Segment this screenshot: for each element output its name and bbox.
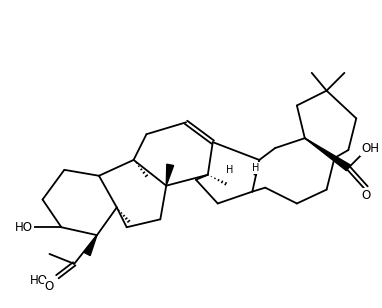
Text: H: H bbox=[252, 163, 259, 173]
Text: O: O bbox=[361, 189, 371, 202]
Text: H: H bbox=[226, 165, 233, 175]
Text: OH: OH bbox=[361, 142, 379, 155]
Polygon shape bbox=[84, 235, 97, 256]
Text: HO: HO bbox=[30, 274, 48, 287]
Polygon shape bbox=[166, 164, 174, 186]
Polygon shape bbox=[305, 138, 350, 171]
Text: HO: HO bbox=[15, 221, 33, 234]
Text: O: O bbox=[45, 280, 54, 293]
